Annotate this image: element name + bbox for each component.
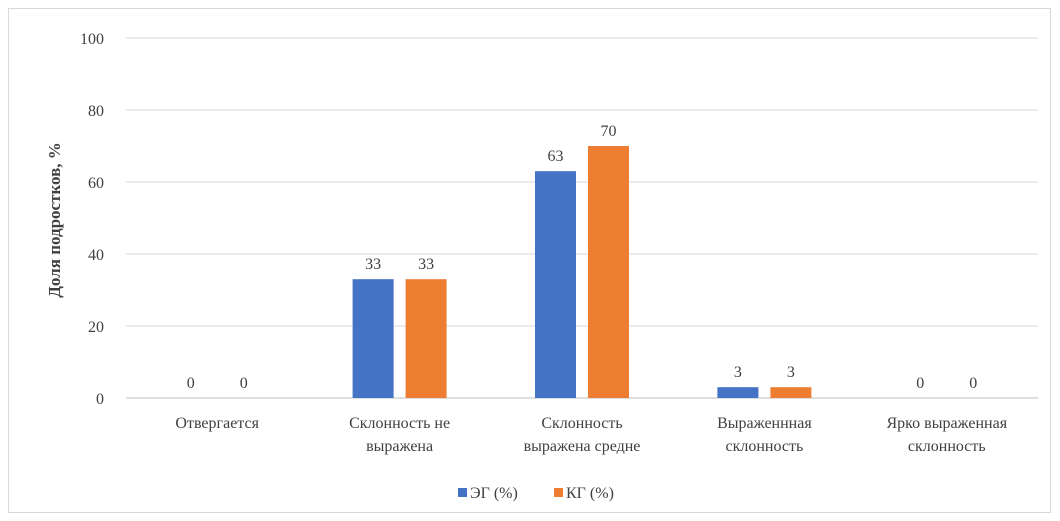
bar-eg <box>717 387 759 398</box>
x-category-label: Склонность не <box>349 415 450 432</box>
y-tick-label: 100 <box>80 31 104 48</box>
data-label: 0 <box>969 375 977 392</box>
x-category-label: выражена <box>366 438 433 455</box>
data-label: 33 <box>365 256 381 273</box>
legend-label-kg: КГ (%) <box>566 485 614 502</box>
data-label: 70 <box>601 123 617 140</box>
data-label: 33 <box>418 256 434 273</box>
x-category-label: Ярко выраженная <box>887 415 1008 432</box>
bars <box>352 146 812 398</box>
x-axis-categories: Отвергается Склонность не выражена Склоннос… <box>175 415 1007 455</box>
bar-kg <box>770 387 812 398</box>
x-category-label: Выраженнная <box>717 415 812 432</box>
y-axis-label: Доля подростков, % <box>45 142 64 298</box>
y-tick-label: 20 <box>88 319 104 336</box>
bar-kg <box>405 279 447 398</box>
legend: ЭГ (%) КГ (%) <box>458 485 614 502</box>
bar-eg <box>352 279 394 398</box>
x-category-label: склонность <box>908 438 986 455</box>
bar-eg <box>535 171 576 398</box>
y-tick-label: 60 <box>88 175 104 192</box>
y-tick-label: 80 <box>88 103 104 120</box>
legend-swatch-kg <box>554 488 563 497</box>
bar-kg <box>588 146 629 398</box>
y-axis-ticks: 0 20 40 60 80 100 <box>80 31 104 408</box>
data-label: 0 <box>916 375 924 392</box>
x-category-label: выражена средне <box>524 438 641 455</box>
legend-label-eg: ЭГ (%) <box>470 485 518 502</box>
gridlines <box>126 37 1038 399</box>
legend-swatch-eg <box>458 488 467 497</box>
data-label: 3 <box>787 364 795 381</box>
data-label: 3 <box>734 364 742 381</box>
data-label: 0 <box>240 375 248 392</box>
y-tick-label: 40 <box>88 247 104 264</box>
x-category-label: склонность <box>726 438 804 455</box>
y-tick-label: 0 <box>96 391 104 408</box>
chart-frame <box>8 8 1051 513</box>
data-label: 0 <box>187 375 195 392</box>
data-label: 63 <box>548 148 564 165</box>
x-category-label: Склонность <box>541 415 622 432</box>
x-category-label: Отвергается <box>175 415 259 432</box>
